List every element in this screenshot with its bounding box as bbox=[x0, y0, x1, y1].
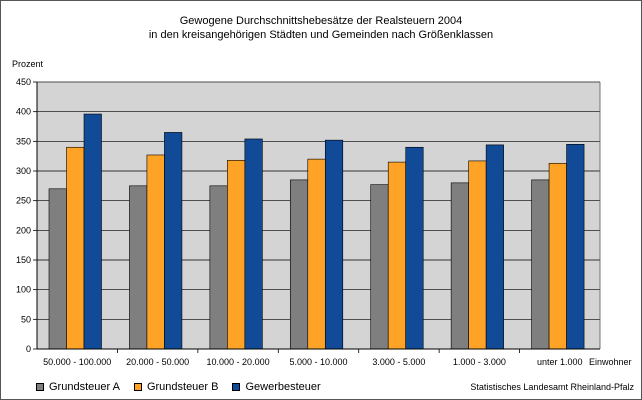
x-tick-label-3: 5.000 - 10.000 bbox=[289, 357, 347, 367]
bar-gewerbesteuer-0 bbox=[83, 113, 102, 350]
bar-gewerbesteuer-6 bbox=[566, 144, 585, 350]
legend-item-grundsteuer-b: Grundsteuer B bbox=[133, 381, 219, 393]
bar-grundsteuer-b-5 bbox=[468, 160, 487, 350]
bar-grundsteuer-b-4 bbox=[387, 161, 407, 350]
y-tick-label-450: 450 bbox=[16, 77, 31, 87]
y-tick-label-250: 250 bbox=[16, 196, 31, 206]
y-tick-label-100: 100 bbox=[16, 285, 31, 295]
legend-label-grundsteuer-a: Grundsteuer A bbox=[49, 381, 120, 393]
y-tick-label-50: 50 bbox=[21, 314, 31, 324]
bar-gewerbesteuer-2 bbox=[244, 138, 263, 350]
x-axis-label: Einwohner bbox=[589, 357, 632, 367]
bar-gewerbesteuer-3 bbox=[324, 139, 344, 350]
bar-grundsteuer-b-2 bbox=[227, 160, 246, 350]
legend-label-grundsteuer-b: Grundsteuer B bbox=[146, 381, 219, 393]
x-tick-label-5: 1.000 - 3.000 bbox=[453, 357, 506, 367]
bar-grundsteuer-b-3 bbox=[307, 158, 326, 350]
chart-title-line-2: in den kreisangehörigen Städten und Geme… bbox=[148, 29, 494, 41]
x-tick-label-4: 3.000 - 5.000 bbox=[372, 357, 425, 367]
y-tick-label-300: 300 bbox=[16, 166, 31, 176]
bar-grundsteuer-a-1 bbox=[129, 185, 148, 350]
y-axis-label: Prozent bbox=[12, 59, 44, 69]
chart-title-line-1: Gewogene Durchschnittshebesätze der Real… bbox=[179, 15, 463, 27]
legend-label-gewerbesteuer: Gewerbesteuer bbox=[245, 381, 321, 393]
bar-grundsteuer-b-0 bbox=[66, 146, 85, 350]
chart-title: Gewogene Durchschnittshebesätze der Real… bbox=[0, 14, 642, 42]
legend-item-gewerbesteuer: Gewerbesteuer bbox=[232, 381, 321, 393]
x-tick-label-6: unter 1.000 bbox=[537, 357, 583, 367]
y-tick-label-350: 350 bbox=[16, 136, 31, 146]
x-tick-label-1: 20.000 - 50.000 bbox=[126, 357, 189, 367]
bar-grundsteuer-a-0 bbox=[48, 188, 67, 350]
y-tick-label-150: 150 bbox=[16, 255, 31, 265]
x-tick-label-0: 50.000 - 100.000 bbox=[43, 357, 111, 367]
bar-grundsteuer-a-3 bbox=[289, 179, 309, 350]
bar-gewerbesteuer-5 bbox=[485, 144, 504, 350]
bar-grundsteuer-a-6 bbox=[531, 179, 550, 350]
y-tick-label-200: 200 bbox=[16, 225, 31, 235]
source-note: Statistisches Landesamt Rheinland-Pfalz bbox=[470, 382, 634, 392]
legend-swatch-grundsteuer-b bbox=[133, 383, 142, 391]
bar-gewerbesteuer-4 bbox=[405, 146, 424, 350]
x-tick-label-2: 10.000 - 20.000 bbox=[207, 357, 270, 367]
bar-grundsteuer-a-5 bbox=[450, 182, 469, 350]
legend-swatch-gewerbesteuer bbox=[232, 383, 241, 391]
legend-swatch-grundsteuer-a bbox=[36, 383, 44, 391]
y-tick-label-400: 400 bbox=[16, 107, 31, 117]
bar-gewerbesteuer-1 bbox=[164, 132, 183, 350]
bar-grundsteuer-b-1 bbox=[146, 154, 165, 350]
legend: Grundsteuer A Grundsteuer B Gewerbesteue… bbox=[36, 379, 335, 395]
legend-item-grundsteuer-a: Grundsteuer A bbox=[36, 381, 120, 393]
bar-grundsteuer-a-4 bbox=[370, 184, 389, 350]
bar-grundsteuer-b-6 bbox=[548, 162, 567, 350]
y-tick-label-0: 0 bbox=[26, 344, 31, 354]
bar-grundsteuer-a-2 bbox=[209, 185, 228, 350]
